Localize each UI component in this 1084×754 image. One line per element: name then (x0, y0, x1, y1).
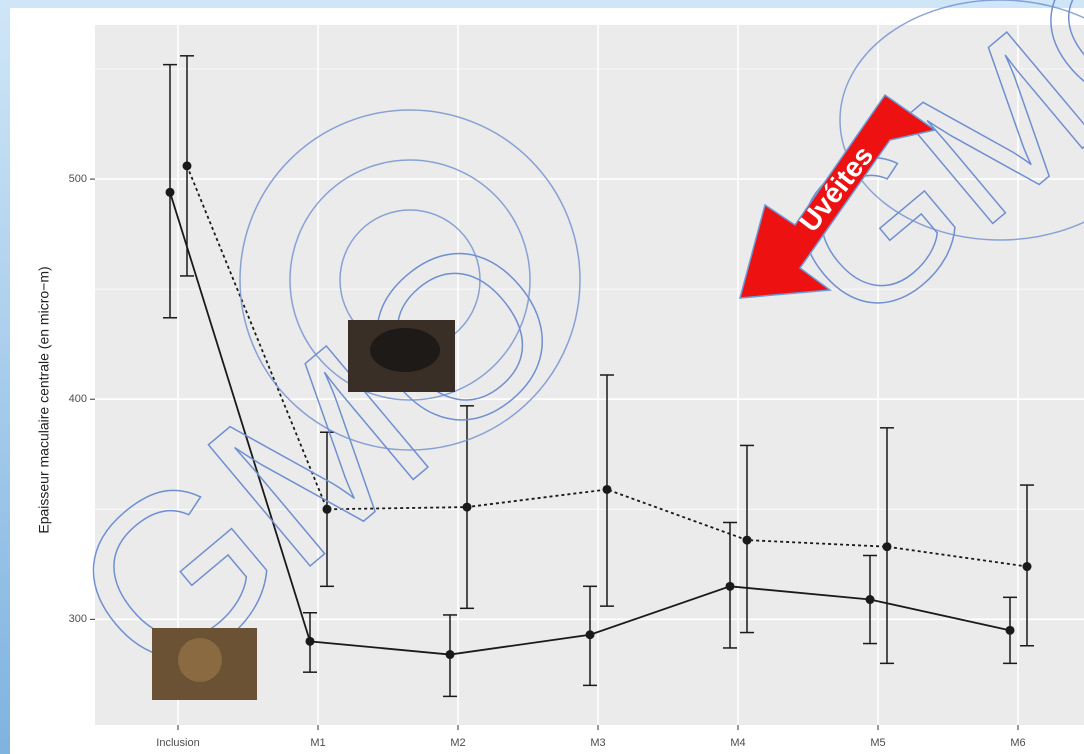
x-tick-label: M2 (450, 737, 465, 749)
point (183, 161, 192, 170)
y-tick-label: 300 (69, 613, 87, 625)
y-tick-label: 400 (69, 393, 87, 405)
x-tick-label: Inclusion (156, 737, 199, 749)
x-tick-label: M5 (870, 737, 885, 749)
point (463, 503, 472, 512)
point (743, 536, 752, 545)
fundus-photo-detail (178, 638, 222, 682)
point (603, 485, 612, 494)
point (1023, 562, 1032, 571)
point (166, 188, 175, 197)
page: {"chart_data": {"type": "line", "y_label… (0, 0, 1084, 754)
point (586, 630, 595, 639)
point (1006, 626, 1015, 635)
x-tick-label: M4 (730, 737, 745, 749)
point (726, 582, 735, 591)
chart: Epaisseur maculaire centrale (en micro−m… (0, 0, 1084, 754)
x-tick-label: M6 (1010, 737, 1025, 749)
x-tick-label: M3 (590, 737, 605, 749)
y-axis-label: Epaisseur maculaire centrale (en micro−m… (36, 266, 52, 533)
x-tick-label: M1 (310, 737, 325, 749)
y-tick-label: 500 (69, 173, 87, 185)
point (446, 650, 455, 659)
point (866, 595, 875, 604)
point (306, 637, 315, 646)
point (883, 542, 892, 551)
eye-photo-detail (370, 328, 440, 372)
